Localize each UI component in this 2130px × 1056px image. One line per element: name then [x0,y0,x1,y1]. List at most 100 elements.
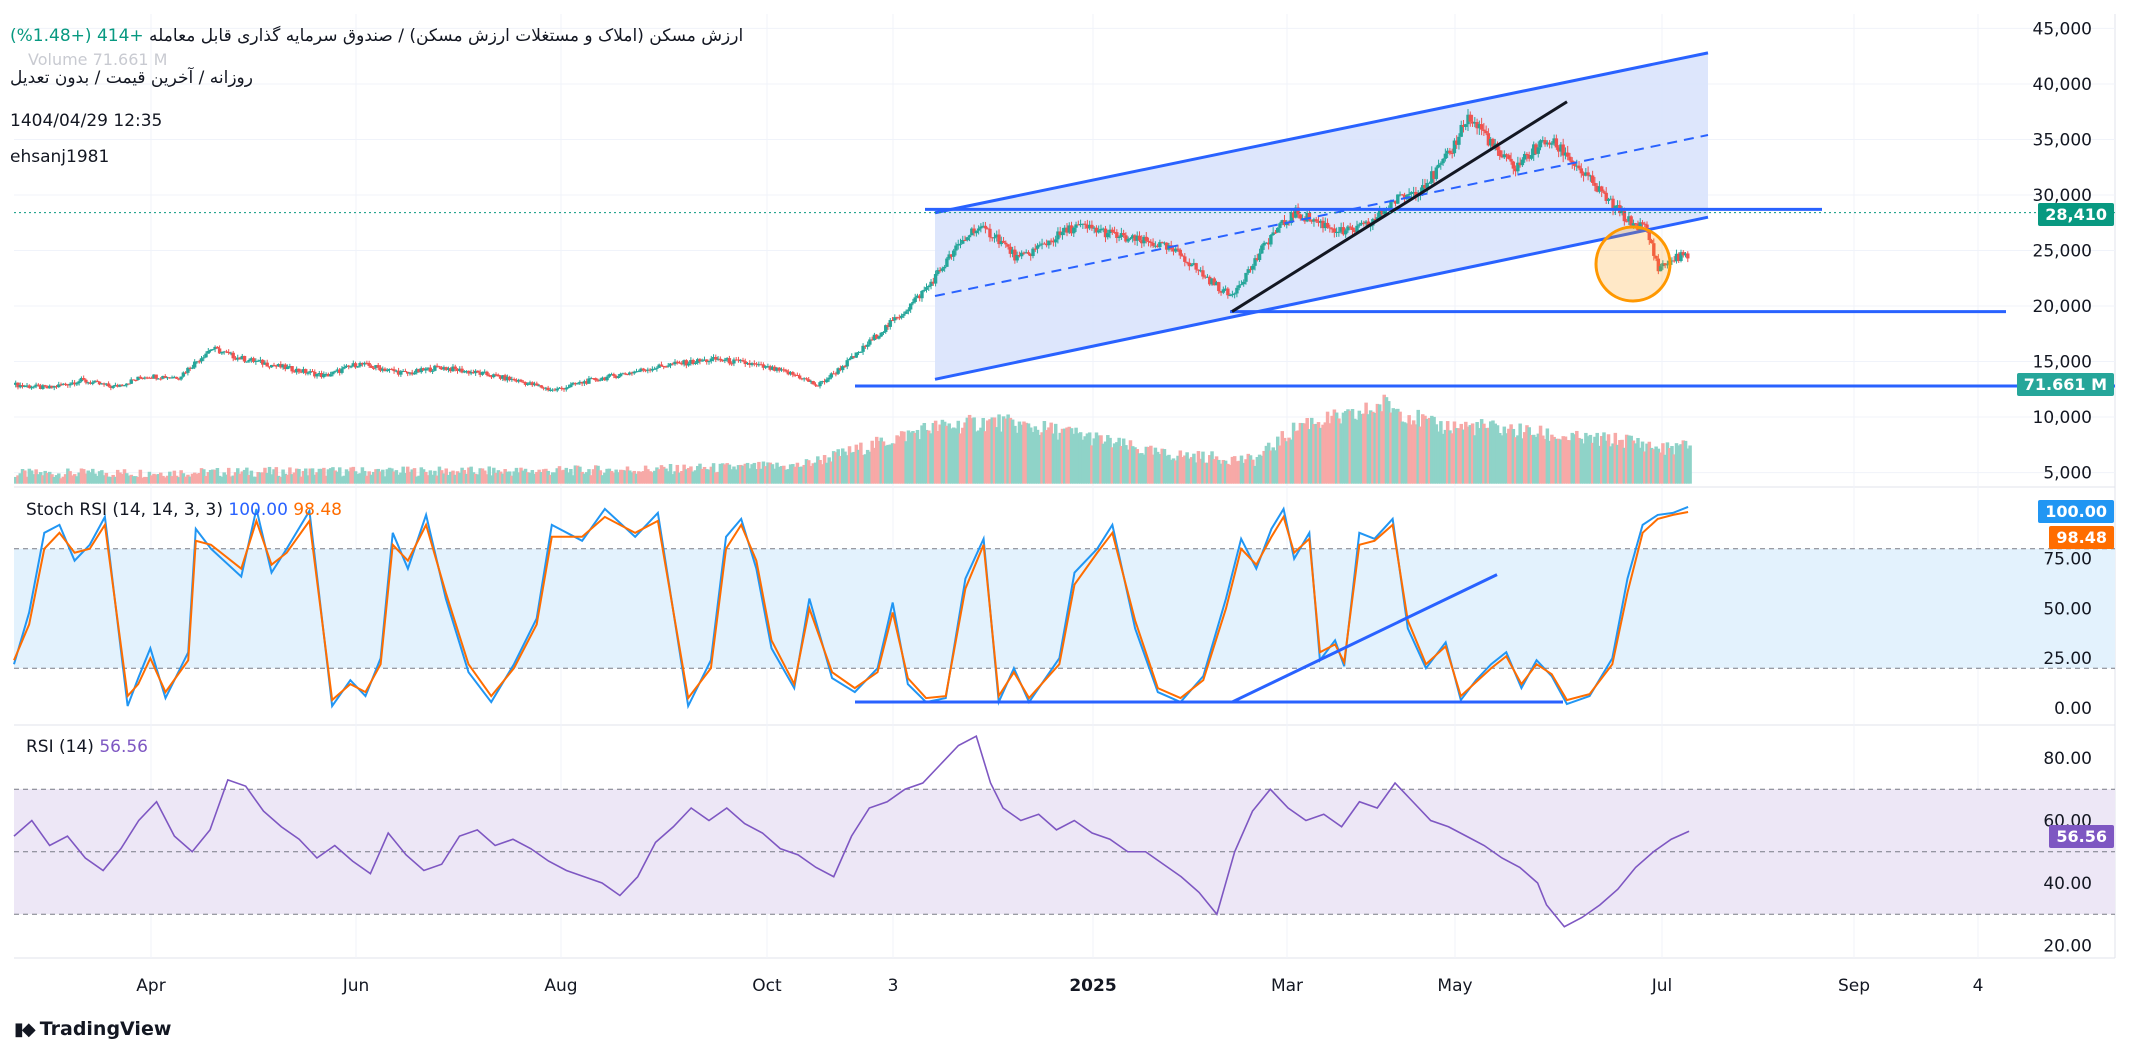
volume-bar [763,466,768,484]
tradingview-logo[interactable]: ▮◆ TradingView [14,1018,171,1040]
volume-bar [211,469,215,484]
volume-bar [93,473,97,484]
candle-body [793,374,797,376]
volume-bar [954,428,958,484]
volume-bar [1667,448,1672,484]
volume-bar [800,466,804,484]
candle-body [362,362,367,365]
volume-bar [1137,453,1142,484]
candle-body [473,370,478,374]
volume-bar [118,472,122,484]
volume-bar [1040,432,1044,484]
candle-body [1051,241,1056,243]
volume-bar [215,468,220,484]
candle-body [646,369,650,371]
candle-body [1552,138,1556,144]
candle-body [1019,252,1024,257]
candle-body [548,389,553,391]
volume-bar [1566,440,1570,484]
volume-bar [331,467,335,484]
stoch-k-value: 100.00 [228,500,288,520]
candle-body [963,239,967,241]
volume-overlay-label: Volume 71.661 M [28,50,168,69]
candle-body [1441,158,1445,164]
chart-subtitle: روزانه / آخرین قیمت / بدون تعدیل [10,68,253,88]
candle-body [779,369,784,371]
candle-body [317,373,322,375]
candle-body [204,353,208,358]
candle-body [27,385,31,388]
candle-body [1411,191,1416,193]
volume-bar [1210,451,1214,484]
candle-body [1230,294,1235,296]
candle-body [177,378,181,380]
volume-bar [417,475,421,484]
candle-body [845,360,849,367]
candle-body [981,225,985,227]
candle-body [886,325,890,327]
candle-body [1604,192,1608,201]
volume-bar [1547,440,1552,484]
candle-body [591,378,596,380]
candle-body [1364,221,1368,224]
volume-bar [888,444,893,484]
candle-body [1516,162,1520,172]
volume-bar [63,474,68,484]
volume-bar [1115,442,1119,484]
volume-bar [850,452,854,484]
volume-bar [759,468,763,484]
candle-body [396,370,401,375]
candle-body [693,362,698,364]
volume-bar [1633,443,1638,484]
candle-body [1448,150,1452,153]
volume-bar [1420,414,1425,484]
volume-bar [1153,447,1158,484]
volume-bar [1559,439,1563,484]
stoch-rsi-legend[interactable]: Stoch RSI (14, 14, 3, 3) 100.00 98.48 [26,500,342,520]
candle-body [279,364,283,368]
volume-bar [659,465,664,484]
candle-body [689,360,693,364]
volume-bar [1316,422,1321,484]
volume-bar [1368,410,1373,484]
candle-body [1160,242,1164,244]
volume-bar [79,468,84,484]
volume-bar [1099,435,1103,484]
candle-body [657,364,661,368]
candle-body [691,360,695,364]
last-price-tag: 28,410 [2038,203,2114,226]
volume-bar [931,423,936,484]
candle-body [686,363,691,366]
volume-bar [233,472,238,484]
volume-bar [1307,429,1312,484]
volume-bar [929,433,933,484]
candle-body [147,377,152,379]
candle-body [1550,143,1554,145]
candle-body [786,371,791,375]
candle-body [1593,182,1597,186]
candle-body [206,350,210,354]
candle-body [1355,225,1359,233]
volume-bar [421,469,426,484]
candle-body [564,387,568,390]
volume-bar [485,474,489,484]
candle-body [850,356,854,360]
volume-bar [861,455,865,484]
candle-body [961,239,965,244]
volume-bar [729,469,734,484]
volume-bar [81,469,86,484]
candle-body [1178,249,1182,256]
candle-body [843,366,847,368]
volume-bar [134,476,138,484]
volume-bar [1563,436,1568,484]
volume-bar [462,470,467,484]
candle-body [714,357,718,360]
volume-bar [682,464,686,484]
candle-body [104,383,109,385]
candle-body [920,290,924,299]
volume-bar [371,471,376,484]
volume-bar [548,474,553,484]
rsi-legend[interactable]: RSI (14) 56.56 [26,737,148,757]
volume-bar [415,476,419,484]
candle-body [1466,114,1470,125]
